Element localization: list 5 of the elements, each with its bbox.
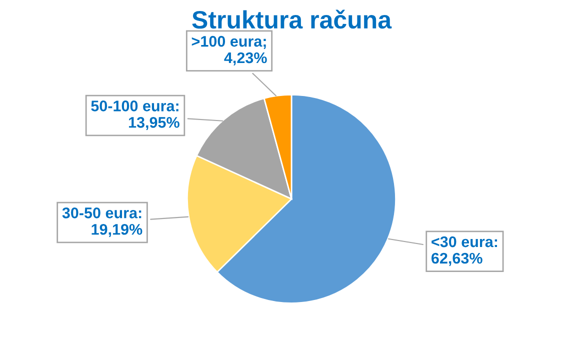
slice-label: >100 eura; 4,23% [192,36,267,66]
slice-label: 50-100 eura: 13,95% [91,100,180,130]
slice-label: <30 eura: 62,63% [432,236,497,266]
slice-label: 30-50 eura: 19,19% [62,208,142,237]
chart-title: Struktura računa [192,10,392,29]
